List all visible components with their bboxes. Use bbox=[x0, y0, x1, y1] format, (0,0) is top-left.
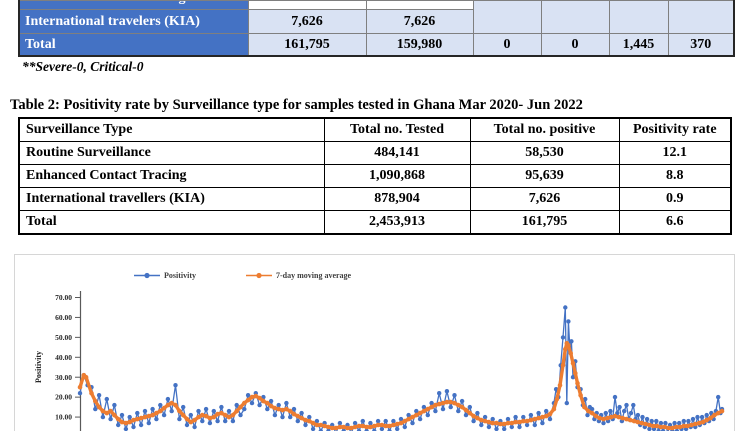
svg-text:70.00: 70.00 bbox=[55, 293, 72, 302]
row-label: International travelers (KIA) bbox=[19, 10, 248, 34]
col-header-positivity-rate: Positivity rate bbox=[619, 118, 731, 142]
cell-value: 159,980 bbox=[366, 34, 473, 57]
row-label: Total bbox=[19, 34, 248, 57]
cell-value: 8.8 bbox=[619, 165, 731, 188]
table-row-total2: Total 2,453,913 161,795 6.6 bbox=[19, 211, 731, 235]
cell-value: 161,795 bbox=[470, 211, 619, 235]
cell-value: 12.1 bbox=[619, 142, 731, 165]
cell-value: 58,530 bbox=[470, 142, 619, 165]
table-row-enhanced: Enhanced Contact Tracing 1,090,868 95,63… bbox=[19, 165, 731, 188]
table2-header-row: Surveillance Type Total no. Tested Total… bbox=[19, 118, 731, 142]
cell-label: Enhanced Contact Tracing bbox=[19, 165, 324, 188]
svg-text:50.00: 50.00 bbox=[55, 333, 72, 342]
cell-label: International travellers (KIA) bbox=[19, 188, 324, 211]
cell-label: Routine Surveillance bbox=[19, 142, 324, 165]
cell-value: 161,795 bbox=[248, 34, 366, 57]
svg-text:20.00: 20.00 bbox=[55, 393, 72, 402]
positivity-rate-table: Surveillance Type Total no. Tested Total… bbox=[18, 117, 732, 235]
cell-value: 0.9 bbox=[619, 188, 731, 211]
cell-value: 0 bbox=[541, 34, 609, 57]
table2-title: Table 2: Positivity rate by Surveillance… bbox=[10, 97, 583, 114]
cell-empty bbox=[541, 1, 609, 34]
cell-value: 878,904 bbox=[324, 188, 470, 211]
cases-summary-table: Enhanced Contact Tracing International t… bbox=[18, 0, 735, 57]
cell-value: 370 bbox=[668, 34, 734, 57]
cell-value: 1,090,868 bbox=[324, 165, 470, 188]
table-row-partial: Enhanced Contact Tracing bbox=[19, 1, 734, 10]
cell-value: 7,626 bbox=[366, 10, 473, 34]
svg-text:60.00: 60.00 bbox=[55, 313, 72, 322]
svg-text:Positivity: Positivity bbox=[34, 351, 43, 383]
table-row-total: Total 161,795 159,980 0 0 1,445 370 bbox=[19, 34, 734, 57]
cell-value: 2,453,913 bbox=[324, 211, 470, 235]
cell-empty bbox=[609, 1, 668, 34]
row-label-enhanced-partial: Enhanced Contact Tracing bbox=[19, 1, 248, 10]
cell-value: 7,626 bbox=[470, 188, 619, 211]
chart-plot-area: 70.0060.0050.0040.0030.0020.0010.00Posit… bbox=[15, 255, 734, 431]
col-header-surveillance-type: Surveillance Type bbox=[19, 118, 324, 142]
cell-value: 7,626 bbox=[248, 10, 366, 34]
cell-label: Total bbox=[19, 211, 324, 235]
cell-empty bbox=[473, 1, 541, 34]
cell-empty bbox=[366, 1, 473, 10]
table-row-kia: International travellers (KIA) 878,904 7… bbox=[19, 188, 731, 211]
cell-empty bbox=[248, 1, 366, 10]
cell-value: 95,639 bbox=[470, 165, 619, 188]
col-header-total-positive: Total no. positive bbox=[470, 118, 619, 142]
cell-empty bbox=[668, 1, 734, 34]
svg-text:40.00: 40.00 bbox=[55, 353, 72, 362]
col-header-total-tested: Total no. Tested bbox=[324, 118, 470, 142]
cell-value: 6.6 bbox=[619, 211, 731, 235]
svg-text:30.00: 30.00 bbox=[55, 373, 72, 382]
severity-note: **Severe-0, Critical-0 bbox=[22, 59, 143, 75]
table-row-routine: Routine Surveillance 484,141 58,530 12.1 bbox=[19, 142, 731, 165]
cell-value: 484,141 bbox=[324, 142, 470, 165]
svg-text:10.00: 10.00 bbox=[55, 413, 72, 422]
cell-value: 0 bbox=[473, 34, 541, 57]
cell-value: 1,445 bbox=[609, 34, 668, 57]
